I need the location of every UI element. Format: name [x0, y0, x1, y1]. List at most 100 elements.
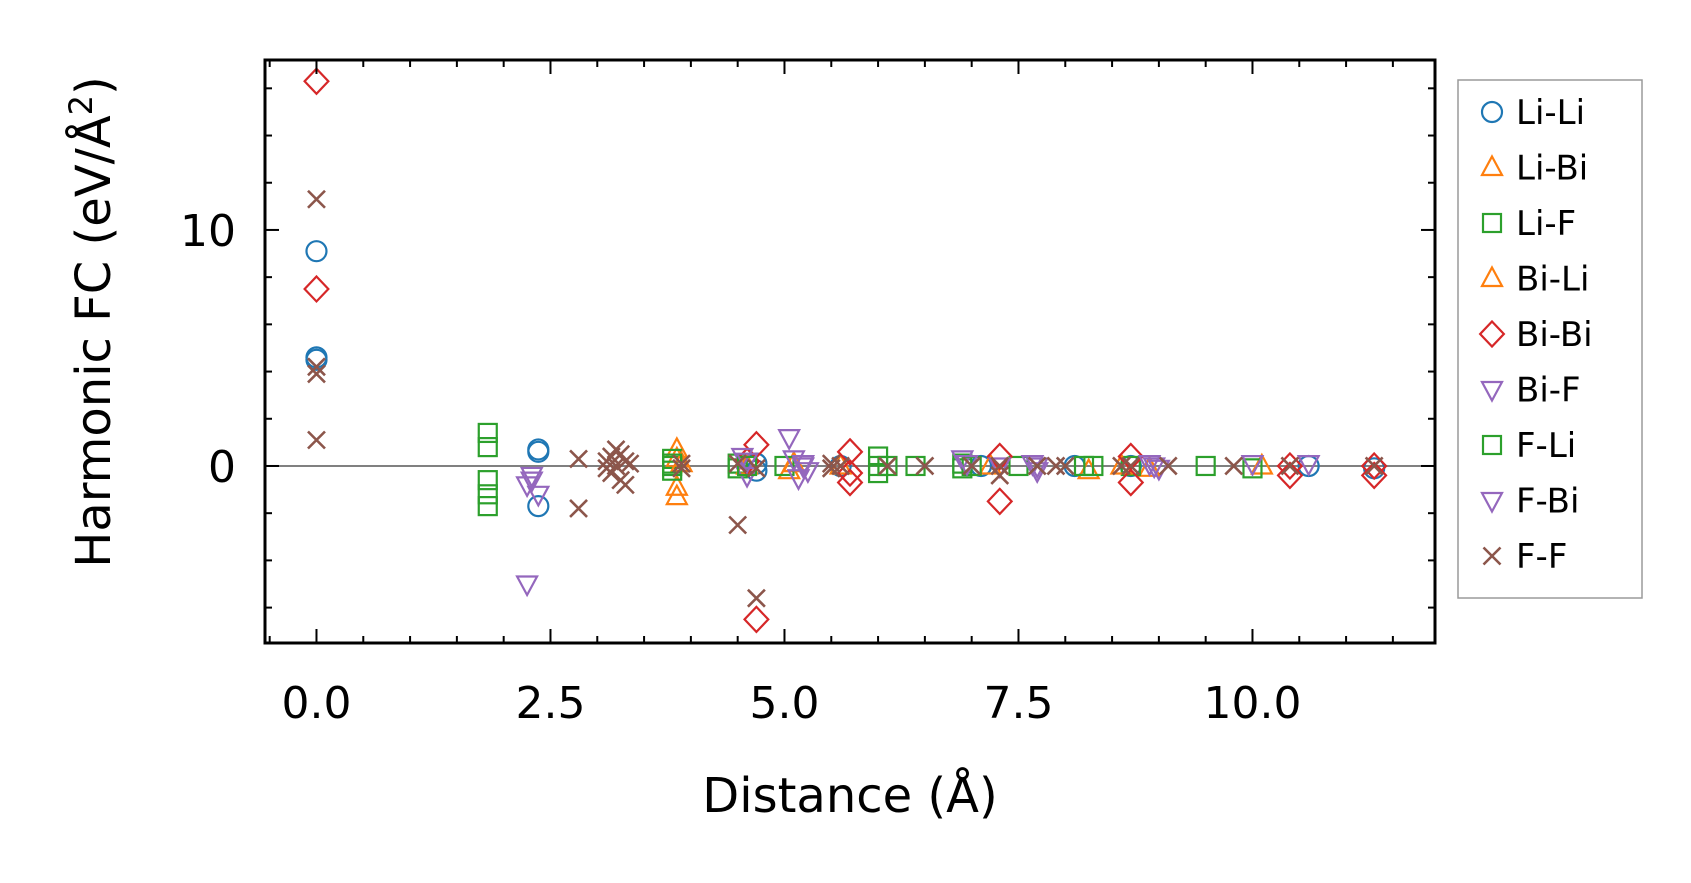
data-point-f-li: [1083, 455, 1104, 477]
data-point-f-f: [672, 458, 691, 478]
data-point-f-f: [1280, 456, 1300, 476]
data-point-li-f: [1195, 455, 1216, 477]
legend-box: [1457, 79, 1643, 599]
x-tick-label: 7.5: [983, 678, 1053, 729]
tick-labels-layer: 0.0 2.5 5.0 7.5 10.0 0 10: [180, 206, 1301, 729]
legend-marker-li-bi: [1480, 154, 1504, 177]
data-point-f-f: [746, 588, 766, 608]
data-point-bi-bi: [836, 468, 864, 497]
data-point-bi-bi: [743, 605, 770, 634]
data-point-li-f: [1242, 458, 1263, 479]
legend-label-bi-f: Bi-F: [1516, 371, 1581, 411]
legend-label-bi-li: Bi-Li: [1516, 260, 1589, 300]
x-tick-label: 2.5: [515, 678, 585, 729]
data-point-bi-f: [1137, 455, 1162, 477]
data-point-bi-f: [1296, 455, 1321, 477]
legend-marker-f-f: [1482, 546, 1502, 566]
legend-label-f-bi: F-Bi: [1516, 482, 1579, 522]
data-point-f-f: [615, 475, 635, 495]
data-point-bi-f: [735, 466, 759, 489]
data-point-f-f: [990, 456, 1010, 476]
legend-marker-bi-f: [1480, 380, 1504, 403]
legend-label-bi-bi: Bi-Bi: [1516, 315, 1593, 355]
series-f-f: [307, 189, 1384, 608]
data-point-li-li: [527, 440, 550, 463]
data-point-f-f: [569, 499, 588, 518]
y-axis-label: Harmonic FC (eV/Å2): [62, 76, 122, 568]
data-point-f-f: [1055, 456, 1075, 476]
x-tick-label: 5.0: [749, 678, 819, 729]
data-point-f-f: [307, 189, 326, 209]
x-axis-label: Distance (Å): [702, 767, 997, 824]
data-point-f-f: [728, 515, 748, 535]
data-point-f-f: [746, 458, 766, 478]
data-point-li-f: [477, 484, 498, 505]
data-point-bi-f: [796, 462, 820, 485]
data-point-bi-f: [1240, 455, 1265, 477]
data-point-f-f: [672, 454, 691, 474]
legend-marker-bi-li: [1480, 265, 1504, 288]
legend-marker-li-li: [1480, 100, 1504, 124]
data-point-f-bi: [1025, 457, 1050, 480]
legend-marker-f-bi: [1480, 491, 1504, 514]
series-bi-bi: [303, 67, 1388, 634]
data-point-f-bi: [791, 457, 816, 480]
data-point-bi-bi: [986, 442, 1014, 471]
data-point-bi-bi: [1117, 468, 1145, 497]
legend-marker-bi-bi: [1478, 319, 1506, 349]
y-axis-label-close: ): [66, 76, 122, 95]
data-point-bi-bi: [1360, 461, 1388, 490]
data-point-f-li: [736, 455, 758, 477]
data-point-f-f: [1158, 456, 1178, 476]
x-tick-label: 10.0: [1203, 678, 1301, 729]
data-point-bi-bi: [1360, 451, 1388, 481]
data-point-bi-bi: [303, 274, 330, 304]
data-point-f-f: [1224, 456, 1244, 476]
series-bi-f: [515, 429, 1321, 598]
data-point-li-li: [305, 240, 328, 263]
legend: Li-Li Li-Bi Li-F Bi-Li Bi-Bi Bi-F F-Li F-Bi F-F: [1457, 79, 1643, 599]
y-axis-label-main: Harmonic FC (eV/Å: [65, 115, 122, 568]
data-point-li-f: [477, 470, 498, 491]
data-point-f-f: [620, 454, 640, 474]
y-tick-label: 10: [180, 206, 236, 257]
data-point-li-li: [305, 348, 328, 371]
data-point-f-f: [915, 456, 935, 476]
legend-label-li-li: Li-Li: [1516, 93, 1585, 133]
data-points-layer: [303, 67, 1388, 634]
data-point-f-bi: [519, 466, 544, 489]
legend-label-li-bi: Li-Bi: [1516, 149, 1588, 189]
y-tick-label: 0: [208, 442, 236, 493]
data-point-bi-f: [526, 485, 551, 508]
data-point-li-li: [527, 495, 550, 518]
data-point-li-f: [774, 455, 795, 477]
data-point-f-f: [1027, 456, 1047, 476]
data-point-bi-bi: [303, 67, 330, 96]
data-point-f-f: [1112, 456, 1131, 476]
legend-label-f-li: F-Li: [1516, 426, 1576, 466]
data-point-f-f: [990, 465, 1010, 485]
data-point-li-bi: [664, 473, 689, 496]
data-point-f-bi: [1142, 457, 1167, 480]
data-point-f-f: [728, 454, 748, 474]
data-point-f-f: [1121, 456, 1141, 476]
data-point-f-f: [1364, 456, 1384, 476]
data-point-bi-bi: [986, 487, 1014, 516]
data-point-f-f: [307, 357, 326, 377]
data-point-li-f: [477, 422, 498, 444]
data-point-bi-f: [515, 575, 539, 598]
y-axis-label-superscript: 2: [62, 95, 100, 115]
data-point-bi-bi: [1276, 461, 1304, 490]
plot-area-frame: [263, 58, 1437, 645]
data-point-li-f: [477, 436, 498, 458]
legend-label-f-f: F-F: [1516, 537, 1567, 577]
data-point-f-f: [615, 451, 635, 471]
legend-marker-li-f: [1481, 212, 1503, 234]
data-point-bi-bi: [836, 437, 864, 466]
data-point-bi-bi: [1276, 451, 1304, 481]
x-tick-label: 0.0: [281, 678, 351, 729]
data-point-f-f: [307, 364, 326, 384]
ticks-layer: [265, 60, 1435, 643]
data-point-f-f: [831, 456, 851, 476]
